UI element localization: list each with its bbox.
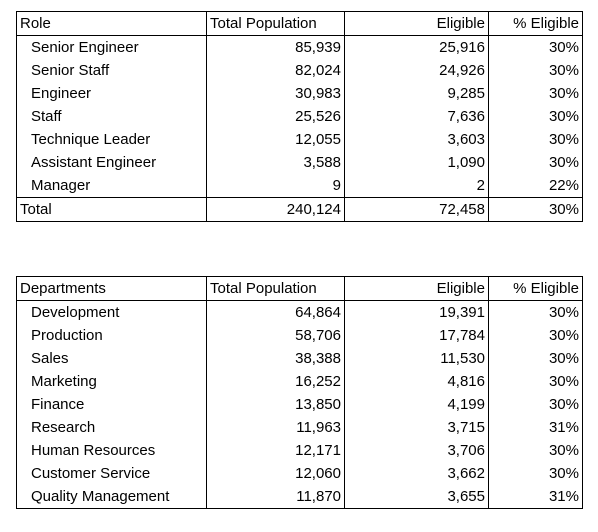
pct-eligible-value: 30%	[488, 151, 583, 174]
row-label: Technique Leader	[16, 128, 207, 151]
total-population-header: Total Population	[206, 276, 345, 301]
row-label: Senior Staff	[16, 59, 207, 82]
eligible-value: 9,285	[344, 82, 489, 105]
total-population-value: 3,588	[206, 151, 345, 174]
eligible-value: 1,090	[344, 151, 489, 174]
departments-table-header-row: Departments Total Population Eligible % …	[16, 276, 583, 301]
row-label: Assistant Engineer	[16, 151, 207, 174]
total-pct-eligible-value: 30%	[488, 197, 583, 222]
total-population-value: 16,252	[206, 370, 345, 393]
row-label: Human Resources	[16, 439, 207, 462]
department-row: Production 58,706 17,784 30%	[16, 324, 583, 347]
eligible-value: 4,816	[344, 370, 489, 393]
eligible-header: Eligible	[344, 11, 489, 36]
role-row: Technique Leader 12,055 3,603 30%	[16, 128, 583, 151]
role-total-row: Total 240,124 72,458 30%	[16, 197, 583, 222]
eligible-value: 3,715	[344, 416, 489, 439]
role-table-body: Senior Engineer 85,939 25,916 30% Senior Sta…	[16, 35, 583, 198]
row-label: Marketing	[16, 370, 207, 393]
pct-eligible-value: 30%	[488, 462, 583, 485]
total-population-value: 85,939	[206, 35, 345, 59]
department-row: Sales 38,388 11,530 30%	[16, 347, 583, 370]
pct-eligible-value: 30%	[488, 59, 583, 82]
role-row: Staff 25,526 7,636 30%	[16, 105, 583, 128]
eligible-value: 3,603	[344, 128, 489, 151]
role-table: Role Total Population Eligible % Eligibl…	[16, 11, 583, 222]
eligible-value: 2	[344, 174, 489, 198]
pct-eligible-value: 30%	[488, 393, 583, 416]
pct-eligible-value: 30%	[488, 439, 583, 462]
eligible-value: 7,636	[344, 105, 489, 128]
eligible-header: Eligible	[344, 276, 489, 301]
department-row: Finance 13,850 4,199 30%	[16, 393, 583, 416]
role-table-header-row: Role Total Population Eligible % Eligibl…	[16, 11, 583, 36]
department-row: Research 11,963 3,715 31%	[16, 416, 583, 439]
departments-table-body: Development 64,864 19,391 30% Production 58,7…	[16, 300, 583, 509]
pct-eligible-value: 30%	[488, 347, 583, 370]
total-population-value: 82,024	[206, 59, 345, 82]
department-row: Quality Management 11,870 3,655 31%	[16, 485, 583, 509]
row-label: Manager	[16, 174, 207, 198]
role-header: Role	[16, 11, 207, 36]
pct-eligible-value: 30%	[488, 300, 583, 324]
total-population-value: 38,388	[206, 347, 345, 370]
row-label: Sales	[16, 347, 207, 370]
eligible-value: 24,926	[344, 59, 489, 82]
department-row: Human Resources 12,171 3,706 30%	[16, 439, 583, 462]
total-population-value: 9	[206, 174, 345, 198]
pct-eligible-value: 31%	[488, 485, 583, 509]
row-label: Senior Engineer	[16, 35, 207, 59]
eligible-value: 25,916	[344, 35, 489, 59]
total-population-value: 64,864	[206, 300, 345, 324]
row-label: Quality Management	[16, 485, 207, 509]
total-population-header: Total Population	[206, 11, 345, 36]
departments-table: Departments Total Population Eligible % …	[16, 276, 583, 509]
row-label: Research	[16, 416, 207, 439]
row-label: Development	[16, 300, 207, 324]
total-population-value: 12,055	[206, 128, 345, 151]
pct-eligible-value: 30%	[488, 370, 583, 393]
eligible-value: 3,706	[344, 439, 489, 462]
total-label: Total	[16, 197, 207, 222]
row-label: Staff	[16, 105, 207, 128]
row-label: Production	[16, 324, 207, 347]
pct-eligible-header: % Eligible	[488, 276, 583, 301]
department-row: Development 64,864 19,391 30%	[16, 300, 583, 324]
eligible-value: 3,655	[344, 485, 489, 509]
pct-eligible-value: 30%	[488, 105, 583, 128]
total-population-value: 58,706	[206, 324, 345, 347]
eligible-value: 17,784	[344, 324, 489, 347]
role-row: Senior Staff 82,024 24,926 30%	[16, 59, 583, 82]
row-label: Engineer	[16, 82, 207, 105]
row-label: Finance	[16, 393, 207, 416]
row-label: Customer Service	[16, 462, 207, 485]
pct-eligible-value: 30%	[488, 324, 583, 347]
total-population-value: 12,171	[206, 439, 345, 462]
total-eligible-value: 72,458	[344, 197, 489, 222]
pct-eligible-value: 22%	[488, 174, 583, 198]
total-population-value: 25,526	[206, 105, 345, 128]
total-population-value: 12,060	[206, 462, 345, 485]
department-row: Marketing 16,252 4,816 30%	[16, 370, 583, 393]
role-row: Manager 9 2 22%	[16, 174, 583, 198]
total-population-value: 11,963	[206, 416, 345, 439]
total-population-value: 240,124	[206, 197, 345, 222]
eligible-value: 11,530	[344, 347, 489, 370]
pct-eligible-value: 30%	[488, 82, 583, 105]
total-population-value: 30,983	[206, 82, 345, 105]
pct-eligible-value: 30%	[488, 35, 583, 59]
eligible-value: 3,662	[344, 462, 489, 485]
total-population-value: 11,870	[206, 485, 345, 509]
pct-eligible-value: 30%	[488, 128, 583, 151]
total-population-value: 13,850	[206, 393, 345, 416]
department-row: Customer Service 12,060 3,662 30%	[16, 462, 583, 485]
pct-eligible-header: % Eligible	[488, 11, 583, 36]
role-row: Senior Engineer 85,939 25,916 30%	[16, 35, 583, 59]
role-row: Engineer 30,983 9,285 30%	[16, 82, 583, 105]
eligible-value: 4,199	[344, 393, 489, 416]
pct-eligible-value: 31%	[488, 416, 583, 439]
eligible-value: 19,391	[344, 300, 489, 324]
role-row: Assistant Engineer 3,588 1,090 30%	[16, 151, 583, 174]
departments-header: Departments	[16, 276, 207, 301]
